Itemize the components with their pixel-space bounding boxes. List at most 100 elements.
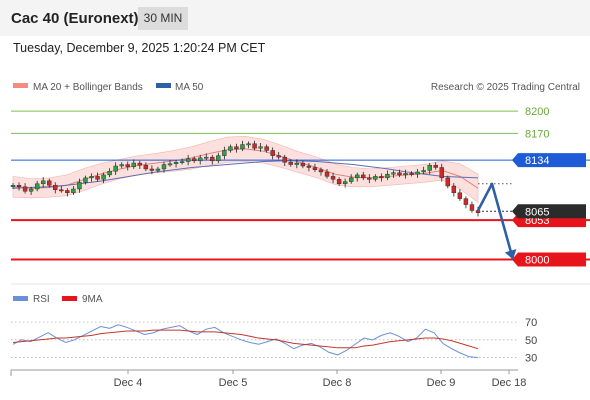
candle-body <box>415 171 420 175</box>
candle-body <box>475 210 481 213</box>
candle-body <box>185 158 191 162</box>
candle-body <box>264 146 269 151</box>
candle-body <box>149 168 155 171</box>
legend-swatch-rsi <box>13 296 28 301</box>
candle-body <box>53 185 58 190</box>
legend-label-rsi: RSI <box>33 294 50 305</box>
candle-body <box>469 204 475 211</box>
candle-body <box>216 155 221 162</box>
candle-body <box>373 176 378 180</box>
legend-swatch-ma50 <box>156 83 171 88</box>
candle-body <box>330 176 336 180</box>
last-price-tag <box>512 204 586 219</box>
candle-body <box>318 169 324 173</box>
candle-body <box>222 150 227 156</box>
timeframe-button[interactable]: 30 MIN <box>138 7 188 30</box>
candle-body <box>403 173 408 176</box>
level-label-8200: 8200 <box>525 106 549 118</box>
candle-body <box>282 156 287 163</box>
candle-body <box>83 177 88 183</box>
candle-body <box>312 167 318 170</box>
candle-body <box>161 164 167 170</box>
instrument-title: Cac 40 (Euronext) <box>11 10 139 27</box>
candle-body <box>155 168 161 171</box>
rsi-tick-label-50: 50 <box>525 335 537 347</box>
candle-body <box>137 162 143 166</box>
level-tag-8134 <box>512 153 586 168</box>
candle-body <box>379 176 384 179</box>
candle-body <box>167 163 173 166</box>
legend-label-rsi-ma: 9MA <box>82 294 103 305</box>
rsi-tick-label-30: 30 <box>525 353 537 365</box>
candle-body <box>28 188 34 192</box>
candle-body <box>77 182 82 190</box>
ma50-line <box>12 160 479 189</box>
candle-body <box>270 150 275 156</box>
candle-body <box>65 190 70 193</box>
header-bar: Cac 40 (Euronext) 30 MIN <box>0 0 590 36</box>
candle-body <box>258 146 263 149</box>
level-label-8000: 8000 <box>525 254 549 266</box>
candle-body <box>40 180 46 185</box>
candle-body <box>131 162 136 167</box>
candle-body <box>457 192 463 199</box>
candle-body <box>210 156 215 162</box>
candle-body <box>95 176 100 180</box>
legend-swatch-bollinger <box>13 83 28 88</box>
candle-body <box>71 188 76 193</box>
candle-body <box>348 177 354 182</box>
candle-body <box>367 177 372 180</box>
candle-body <box>173 162 179 164</box>
x-tick-label: Dec 9 <box>427 377 456 389</box>
level-tag-8000 <box>512 252 586 267</box>
forecast-arrow-line <box>476 182 515 260</box>
rsi-ma-line <box>12 329 479 350</box>
candle-body <box>191 158 197 162</box>
candle-body <box>306 165 312 168</box>
candle-body <box>246 143 251 146</box>
candle-body <box>125 164 130 167</box>
candle-body <box>439 167 444 179</box>
candle-body <box>391 172 396 175</box>
candle-body <box>240 144 245 150</box>
level-label-8170: 8170 <box>525 128 549 140</box>
candle-body <box>107 170 112 176</box>
candle-body <box>101 174 106 180</box>
candle-body <box>300 162 306 167</box>
level-label-8134: 8134 <box>525 155 549 167</box>
candle-body <box>143 165 149 170</box>
candle-body <box>397 172 402 176</box>
candle-body <box>427 165 432 171</box>
candle-body <box>463 198 469 205</box>
candle-body <box>342 181 348 185</box>
candle-body <box>288 162 293 165</box>
copyright-text: Research © 2025 Trading Central <box>431 82 580 93</box>
timestamp: Tuesday, December 9, 2025 1:20:24 PM CET <box>13 41 266 55</box>
candle-body <box>113 165 118 172</box>
x-tick-label: Dec 4 <box>114 377 143 389</box>
candle-body <box>324 171 330 177</box>
legend-label-ma50: MA 50 <box>175 82 204 93</box>
x-tick-label: Dec 8 <box>323 377 352 389</box>
forecast-arrow-head <box>504 249 517 260</box>
candle-body <box>89 176 94 179</box>
candle-body <box>294 162 300 165</box>
candle-body <box>59 189 64 192</box>
candle-body <box>16 185 22 187</box>
last-price-label: 8065 <box>525 206 549 218</box>
candle-body <box>445 177 451 187</box>
candle-body <box>228 146 233 151</box>
x-tick-label: Dec 18 <box>492 377 527 389</box>
candle-body <box>276 155 281 158</box>
rsi-line <box>12 324 479 359</box>
candle-body <box>47 180 52 186</box>
candle-body <box>336 179 342 185</box>
candle-body <box>119 164 124 167</box>
candle-body <box>355 174 360 179</box>
candle-body <box>385 173 390 179</box>
candle-body <box>451 185 457 193</box>
candle-body <box>34 183 40 190</box>
candle-body <box>204 156 209 159</box>
candle-body <box>421 170 426 173</box>
